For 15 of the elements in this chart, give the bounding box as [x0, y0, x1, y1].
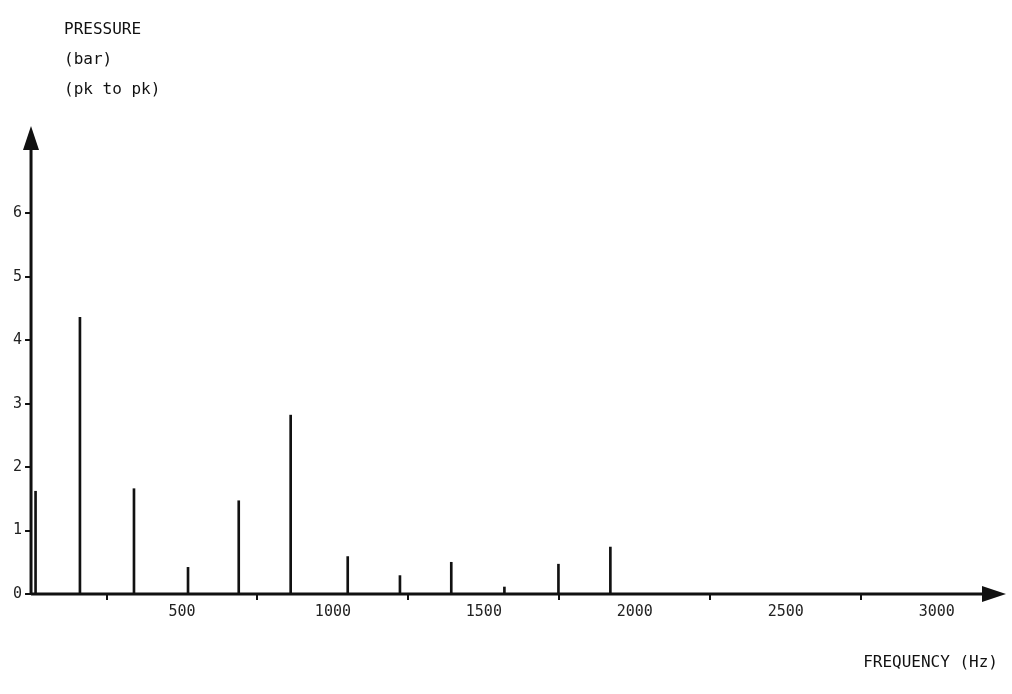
x-tick-label: 2000 — [616, 601, 653, 620]
y-tick-label: 0 — [13, 583, 23, 602]
y-tick-label: 5 — [13, 266, 23, 285]
y-tick-label: 6 — [13, 203, 23, 222]
x-tick-label: 2500 — [767, 601, 804, 620]
y-tick-label: 1 — [13, 520, 23, 539]
x-tick-label: 1000 — [314, 601, 351, 620]
x-axis-title: FREQUENCY (Hz) — [863, 652, 998, 671]
y-tick-label: 3 — [13, 393, 23, 412]
x-tick-label: 1500 — [465, 601, 502, 620]
x-tick-label: 500 — [168, 601, 196, 620]
x-tick-label: 3000 — [918, 601, 955, 620]
y-tick-label: 4 — [13, 330, 23, 349]
y-axis-title: PRESSURE (bar) (pk to pk) — [64, 18, 161, 100]
y-tick-label: 2 — [13, 457, 23, 476]
